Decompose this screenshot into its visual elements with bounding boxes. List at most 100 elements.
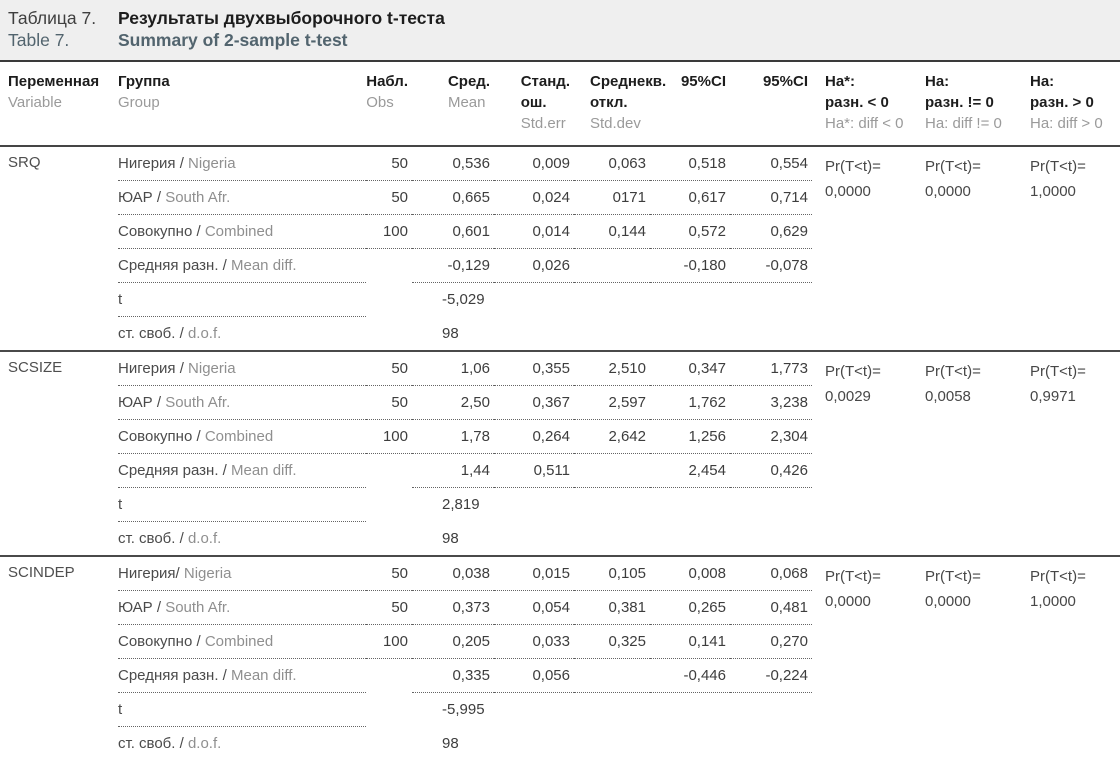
col-header-mean: Сред.Mean — [412, 61, 494, 146]
stderr-cell: 0,033 — [494, 625, 574, 659]
obs-cell: 50 — [366, 556, 412, 591]
stderr-cell: 0,014 — [494, 215, 574, 249]
table-row: SCINDEP Нигерия/ Nigeria 50 0,038 0,015 … — [0, 556, 1120, 591]
group-cell: Совокупно / Combined — [118, 215, 366, 249]
stderr-cell: 0,054 — [494, 591, 574, 625]
variable-cell: SRQ — [0, 146, 118, 351]
empty-cell — [494, 522, 812, 557]
table-row: SCSIZE Нигерия / Nigeria 50 1,06 0,355 2… — [0, 351, 1120, 386]
ci-upper-cell: -0,078 — [730, 249, 812, 283]
pr-diff-gt-cell: Pr(T<t)=1,0000 — [1017, 556, 1120, 760]
obs-cell: 100 — [366, 420, 412, 454]
mean-cell: 0,601 — [412, 215, 494, 249]
pr-diff-ne-cell: Pr(T<t)=0,0000 — [912, 146, 1017, 351]
obs-cell: 50 — [366, 351, 412, 386]
mean-cell: -0,129 — [412, 249, 494, 283]
empty-cell — [366, 488, 412, 522]
ci-lower-cell: 0,347 — [650, 351, 730, 386]
obs-cell: 100 — [366, 215, 412, 249]
empty-cell — [366, 249, 412, 283]
caption-label-ru: Таблица 7. — [8, 7, 118, 29]
ci-lower-cell: 0,617 — [650, 181, 730, 215]
ci-lower-cell: 0,572 — [650, 215, 730, 249]
ci-lower-cell: 1,762 — [650, 386, 730, 420]
group-cell: ЮАР / South Afr. — [118, 386, 366, 420]
empty-cell — [366, 317, 412, 352]
stderr-cell: 0,024 — [494, 181, 574, 215]
stddev-cell: 2,510 — [574, 351, 650, 386]
pr-diff-ne-cell: Pr(T<t)=0,0058 — [912, 351, 1017, 556]
caption-title-ru: Результаты двухвыборочного t-теста — [118, 8, 445, 28]
stderr-cell: 0,367 — [494, 386, 574, 420]
group-cell: ст. своб. / d.o.f. — [118, 522, 366, 557]
pr-diff-lt-cell: Pr(T<t)=0,0000 — [812, 146, 912, 351]
group-cell: Совокупно / Combined — [118, 625, 366, 659]
stderr-cell: 0,056 — [494, 659, 574, 693]
group-cell: Нигерия/ Nigeria — [118, 556, 366, 591]
variable-cell: SCINDEP — [0, 556, 118, 760]
group-cell: t — [118, 283, 366, 317]
obs-cell: 50 — [366, 181, 412, 215]
ci-lower-cell: -0,446 — [650, 659, 730, 693]
empty-cell — [366, 522, 412, 557]
group-cell: ст. своб. / d.o.f. — [118, 727, 366, 760]
dof-value-cell: 98 — [412, 317, 494, 352]
stddev-cell: 0,325 — [574, 625, 650, 659]
empty-cell — [366, 454, 412, 488]
col-header-stderr: Станд.ош.Std.err — [494, 61, 574, 146]
empty-cell — [366, 727, 412, 760]
obs-cell: 50 — [366, 146, 412, 181]
stderr-cell: 0,009 — [494, 146, 574, 181]
stddev-cell — [574, 454, 650, 488]
stddev-cell: 0,063 — [574, 146, 650, 181]
group-cell: t — [118, 488, 366, 522]
ci-upper-cell: 3,238 — [730, 386, 812, 420]
mean-cell: 0,536 — [412, 146, 494, 181]
ci-upper-cell: 0,629 — [730, 215, 812, 249]
obs-cell: 100 — [366, 625, 412, 659]
ci-upper-cell: 0,068 — [730, 556, 812, 591]
table-row: SRQ Нигерия / Nigeria 50 0,536 0,009 0,0… — [0, 146, 1120, 181]
mean-cell: 2,50 — [412, 386, 494, 420]
caption-line-ru: Таблица 7.Результаты двухвыборочного t-т… — [8, 7, 1120, 29]
col-header-obs: Набл.Obs — [366, 61, 412, 146]
empty-cell — [494, 488, 812, 522]
stderr-cell: 0,015 — [494, 556, 574, 591]
col-header-ci-upper: 95%CI — [730, 61, 812, 146]
mean-cell: 1,78 — [412, 420, 494, 454]
stddev-cell: 0,381 — [574, 591, 650, 625]
ci-lower-cell: 1,256 — [650, 420, 730, 454]
mean-cell: 0,373 — [412, 591, 494, 625]
pr-diff-gt-cell: Pr(T<t)=0,9971 — [1017, 351, 1120, 556]
empty-cell — [366, 693, 412, 727]
group-cell: Средняя разн. / Mean diff. — [118, 659, 366, 693]
group-cell: ЮАР / South Afr. — [118, 181, 366, 215]
group-cell: Совокупно / Combined — [118, 420, 366, 454]
variable-block-srq: SRQ Нигерия / Nigeria 50 0,536 0,009 0,0… — [0, 146, 1120, 351]
empty-cell — [494, 317, 812, 352]
variable-cell: SCSIZE — [0, 351, 118, 556]
empty-cell — [494, 693, 812, 727]
ci-lower-cell: 0,265 — [650, 591, 730, 625]
ci-upper-cell: 0,270 — [730, 625, 812, 659]
ci-lower-cell: -0,180 — [650, 249, 730, 283]
mean-cell: 0,665 — [412, 181, 494, 215]
mean-cell: 1,06 — [412, 351, 494, 386]
ci-upper-cell: 0,714 — [730, 181, 812, 215]
ci-upper-cell: 1,773 — [730, 351, 812, 386]
stderr-cell: 0,511 — [494, 454, 574, 488]
stddev-cell — [574, 249, 650, 283]
stderr-cell: 0,026 — [494, 249, 574, 283]
caption-line-en: Table 7.Summary of 2-sample t-test — [8, 29, 1120, 51]
caption-label-en: Table 7. — [8, 29, 118, 51]
group-cell: t — [118, 693, 366, 727]
obs-cell: 50 — [366, 591, 412, 625]
pr-diff-lt-cell: Pr(T<t)=0,0000 — [812, 556, 912, 760]
mean-cell: 0,205 — [412, 625, 494, 659]
col-header-stddev: Среднекв.откл.Std.dev — [574, 61, 650, 146]
group-cell: Средняя разн. / Mean diff. — [118, 249, 366, 283]
